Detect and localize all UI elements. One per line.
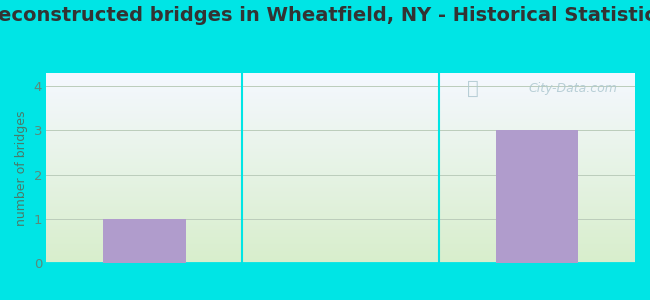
Text: Reconstructed bridges in Wheatfield, NY - Historical Statistics: Reconstructed bridges in Wheatfield, NY … xyxy=(0,6,650,25)
Text: City-Data.com: City-Data.com xyxy=(528,82,618,95)
Bar xyxy=(496,130,578,263)
Y-axis label: number of bridges: number of bridges xyxy=(15,110,28,226)
Bar xyxy=(103,219,185,263)
Text: ⦾: ⦾ xyxy=(467,79,479,98)
